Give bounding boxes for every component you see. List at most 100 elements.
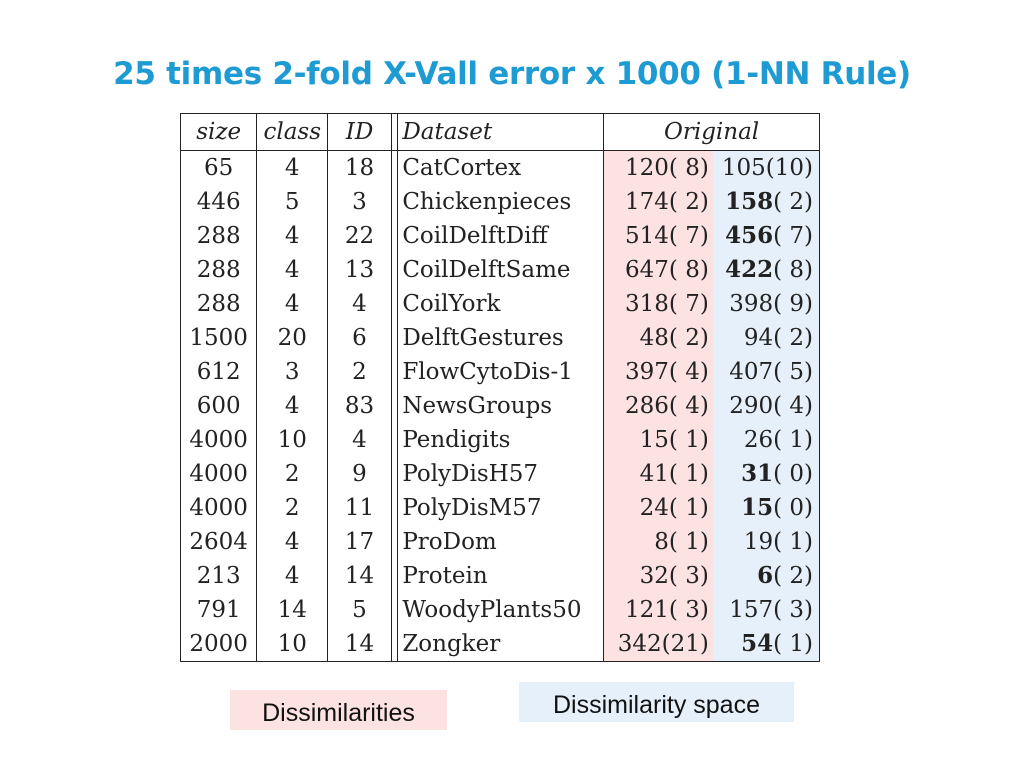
table-row: 2000 10 14 Zongker 342(21) 54( 1) [179, 627, 820, 662]
table-row: 213 4 14 Protein 32( 3) 6( 2) [179, 559, 820, 593]
space-value: 26 [743, 427, 774, 453]
space-value: 157 [729, 597, 774, 623]
cell-dataset: FlowCytoDis-1 [397, 355, 605, 389]
cell-id: 83 [327, 389, 392, 423]
column-gap [391, 185, 399, 219]
space-value: 105 [721, 155, 766, 181]
space-stddev: ( 0) [773, 461, 813, 487]
cell-dissimilarity-space: 6( 2) [712, 559, 820, 593]
cell-dissimilarities: 121( 3) [603, 593, 713, 627]
column-gap [391, 627, 399, 662]
table-row: 288 4 13 CoilDelftSame 647( 8) 422( 8) [179, 253, 820, 287]
cell-class: 4 [256, 253, 329, 287]
column-gap [391, 287, 399, 321]
cell-dissimilarity-space: 19( 1) [712, 525, 820, 559]
results-table-panel: size class ID Dataset Original 65 4 18 CatC… [179, 113, 820, 665]
cell-dataset: Pendigits [397, 423, 605, 457]
dissimilarity-space-label: Dissimilarity space [519, 682, 794, 722]
cell-dissimilarity-space: 290( 4) [712, 389, 820, 423]
space-value: 158 [725, 188, 774, 215]
space-value: 54 [741, 630, 774, 657]
column-gap [391, 559, 399, 593]
cell-size: 791 [179, 593, 258, 627]
cell-dissimilarity-space: 105(10) [712, 150, 820, 185]
cell-dissimilarities: 514( 7) [603, 219, 713, 253]
cell-size: 288 [179, 253, 258, 287]
cell-size: 288 [179, 219, 258, 253]
column-gap [391, 219, 399, 253]
cell-size: 288 [179, 287, 258, 321]
column-gap [391, 321, 399, 355]
cell-class: 4 [256, 559, 329, 593]
cell-dissimilarities: 342(21) [603, 627, 713, 662]
cell-id: 22 [327, 219, 392, 253]
header-original: Original [603, 113, 820, 151]
cell-dissimilarities: 48( 2) [603, 321, 713, 355]
cell-dissimilarities: 24( 1) [603, 491, 713, 525]
cell-id: 2 [327, 355, 392, 389]
cell-dataset: Chickenpieces [397, 185, 605, 219]
space-value: 15 [741, 494, 774, 521]
cell-class: 20 [256, 321, 329, 355]
cell-id: 14 [327, 559, 392, 593]
cell-id: 4 [327, 287, 392, 321]
cell-class: 4 [256, 219, 329, 253]
cell-class: 4 [256, 287, 329, 321]
cell-dissimilarities: 41( 1) [603, 457, 713, 491]
cell-class: 10 [256, 423, 329, 457]
cell-dissimilarity-space: 456( 7) [712, 219, 820, 253]
cell-id: 9 [327, 457, 392, 491]
column-gap [391, 491, 399, 525]
cell-size: 446 [179, 185, 258, 219]
cell-size: 2000 [179, 627, 258, 662]
cell-id: 5 [327, 593, 392, 627]
cell-size: 1500 [179, 321, 258, 355]
space-stddev: ( 8) [773, 257, 813, 283]
table-row: 4000 10 4 Pendigits 15( 1) 26( 1) [179, 423, 820, 457]
cell-dataset: CoilDelftDiff [397, 219, 605, 253]
table-row: 4000 2 9 PolyDisH57 41( 1) 31( 0) [179, 457, 820, 491]
space-stddev: ( 5) [773, 359, 813, 385]
cell-dissimilarities: 397( 4) [603, 355, 713, 389]
cell-dissimilarities: 647( 8) [603, 253, 713, 287]
dissimilarities-label: Dissimilarities [230, 690, 447, 730]
table-row: 446 5 3 Chickenpieces 174( 2) 158( 2) [179, 185, 820, 219]
cell-dissimilarity-space: 54( 1) [712, 627, 820, 662]
space-stddev: ( 0) [773, 495, 813, 521]
cell-class: 5 [256, 185, 329, 219]
space-value: 6 [757, 562, 774, 589]
header-class: class [256, 113, 329, 151]
table-header-row: size class ID Dataset Original [179, 113, 820, 151]
table-row: 288 4 4 CoilYork 318( 7) 398( 9) [179, 287, 820, 321]
cell-id: 11 [327, 491, 392, 525]
cell-dissimilarities: 318( 7) [603, 287, 713, 321]
table-row: 4000 2 11 PolyDisM57 24( 1) 15( 0) [179, 491, 820, 525]
space-value: 19 [743, 529, 774, 555]
cell-dataset: Protein [397, 559, 605, 593]
cell-id: 6 [327, 321, 392, 355]
space-stddev: ( 9) [773, 291, 813, 317]
space-stddev: ( 4) [773, 393, 813, 419]
column-gap [391, 355, 399, 389]
table-row: 612 3 2 FlowCytoDis-1 397( 4) 407( 5) [179, 355, 820, 389]
cell-id: 17 [327, 525, 392, 559]
cell-class: 4 [256, 389, 329, 423]
table-row: 65 4 18 CatCortex 120( 8) 105(10) [179, 150, 820, 185]
cell-dissimilarity-space: 157( 3) [712, 593, 820, 627]
space-value: 398 [729, 291, 774, 317]
cell-dissimilarity-space: 158( 2) [712, 185, 820, 219]
cell-dissimilarity-space: 31( 0) [712, 457, 820, 491]
space-stddev: ( 1) [773, 631, 813, 657]
table-row: 1500 20 6 DelftGestures 48( 2) 94( 2) [179, 321, 820, 355]
space-stddev: ( 1) [773, 427, 813, 453]
cell-dataset: ProDom [397, 525, 605, 559]
space-stddev: ( 1) [773, 529, 813, 555]
table-row: 791 14 5 WoodyPlants50 121( 3) 157( 3) [179, 593, 820, 627]
cell-size: 213 [179, 559, 258, 593]
column-gap [391, 253, 399, 287]
cell-size: 2604 [179, 525, 258, 559]
cell-dissimilarity-space: 94( 2) [712, 321, 820, 355]
cell-dissimilarities: 8( 1) [603, 525, 713, 559]
cell-dissimilarity-space: 407( 5) [712, 355, 820, 389]
space-stddev: (10) [765, 155, 813, 181]
